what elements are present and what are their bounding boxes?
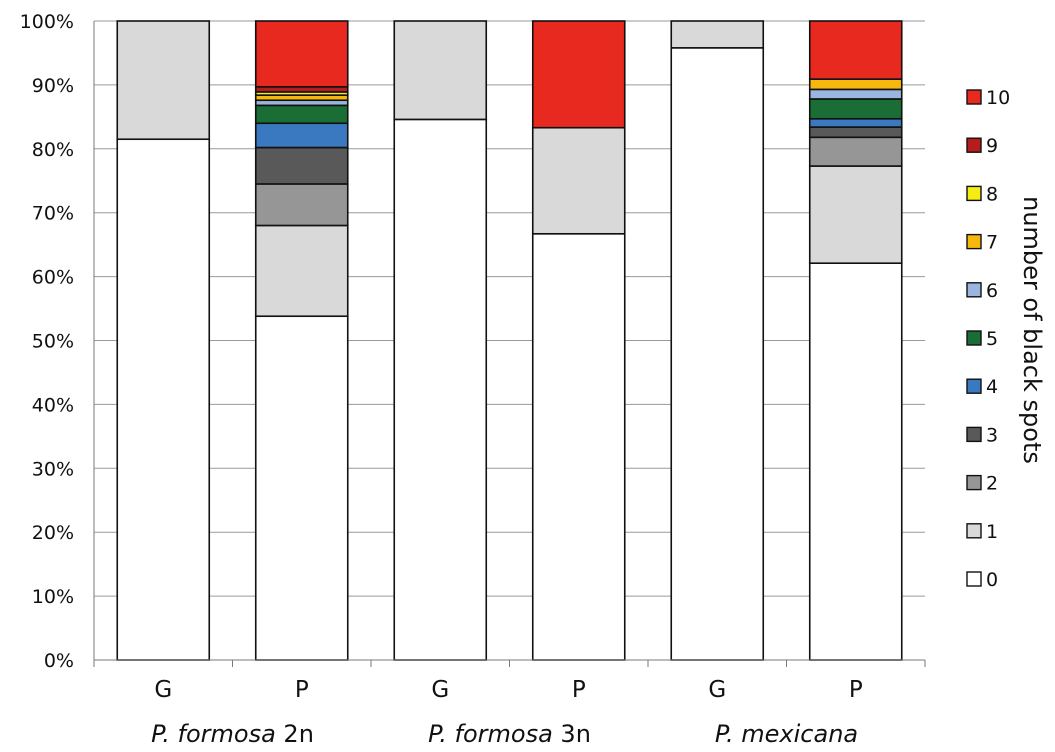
bar-segment-3: [808, 126, 903, 139]
y-tick-label: 50%: [32, 331, 74, 353]
group-label: P. mexicana: [715, 720, 858, 748]
bar-segment-0: [808, 262, 903, 661]
x-category-label: P: [295, 677, 309, 703]
bar-segment-4: [808, 117, 903, 128]
legend-swatch-7: [966, 233, 982, 250]
x-axis: G P G P G PP. formosa 2n P. formosa 3n P. mexic…: [93, 659, 926, 748]
legend-label: 4: [986, 376, 998, 398]
bar-segment-1: [670, 20, 765, 49]
legend-label: 2: [986, 473, 998, 495]
y-tick-label: 10%: [32, 586, 74, 608]
legend-label: 5: [986, 328, 998, 350]
y-tick-label: 0%: [44, 650, 74, 672]
bar-segment-1: [531, 126, 626, 235]
bar-segment-6: [808, 88, 903, 100]
legend-swatch-10: [966, 89, 982, 105]
legend-swatch-0: [966, 571, 982, 587]
bar-segment-7: [808, 78, 903, 91]
legend-swatch-6: [966, 282, 982, 298]
legend-label: 9: [986, 135, 998, 157]
legend-swatch-5: [966, 330, 982, 346]
legend-label: 1: [986, 521, 998, 543]
group-label-part: 2n: [276, 720, 314, 748]
bar-segment-0: [670, 47, 765, 661]
y-tick-label: 70%: [32, 203, 74, 225]
y-tick-label: 80%: [32, 139, 74, 161]
bar-segment-3: [254, 146, 349, 185]
x-category-label: P: [849, 677, 863, 703]
legend-swatch-2: [966, 474, 982, 491]
bar-segment-10: [808, 20, 903, 80]
group-label-part: P. mexicana: [715, 720, 858, 748]
bar-segment-0: [393, 118, 488, 661]
legend-swatch-3: [966, 426, 982, 443]
bar-segment-2: [254, 183, 349, 227]
bar-segment-10: [254, 20, 349, 88]
y-tick-label: 40%: [32, 394, 74, 416]
gridlines: [94, 20, 925, 597]
y-tick-label: 60%: [32, 267, 74, 289]
bar-segment-0: [531, 232, 626, 661]
x-category-label: G: [154, 677, 172, 703]
y-axis: 0% 10% 20% 30% 40% 50% 60% 70% 80% 90% 100%: [20, 11, 95, 672]
group-label-part: P. formosa: [151, 720, 276, 748]
y-tick-label: 20%: [32, 522, 74, 544]
y-tick-label: 90%: [32, 75, 74, 97]
group-label: P. formosa 3n: [428, 720, 591, 748]
bar-segment-1: [393, 20, 488, 121]
bar-segment-5: [808, 98, 903, 120]
bar-segment-0: [254, 315, 349, 661]
legend-swatch-8: [966, 185, 982, 202]
legend-swatch-4: [966, 378, 982, 394]
legend-label: 10: [986, 87, 1010, 109]
group-label-part: P. formosa: [428, 720, 553, 748]
bar-segment-1: [808, 165, 903, 264]
bar-segment-1: [254, 224, 349, 318]
y-tick-label: 100%: [20, 11, 74, 33]
legend-label: 0: [986, 569, 998, 591]
x-category-label: G: [431, 677, 449, 703]
group-label-part: 3n: [553, 720, 591, 748]
y-tick-label: 30%: [32, 458, 74, 480]
legend-label: 6: [986, 280, 998, 302]
legend-label: 8: [986, 183, 998, 205]
bar-segment-10: [531, 20, 626, 129]
legend-swatch-1: [966, 523, 982, 539]
legend-label: 3: [986, 424, 998, 446]
x-category-label: G: [708, 677, 726, 703]
bar-segment-1: [116, 20, 211, 141]
bars: [116, 20, 903, 661]
legend-title: number of black spots: [1018, 196, 1046, 464]
bar-segment-0: [116, 138, 211, 661]
legend-label: 7: [986, 232, 998, 254]
x-category-label: P: [572, 677, 586, 703]
legend-swatch-9: [966, 137, 982, 153]
bar-segment-4: [254, 122, 349, 149]
bar-segment-2: [808, 136, 903, 167]
bar-segment-5: [254, 104, 349, 125]
group-label: P. formosa 2n: [151, 720, 314, 748]
